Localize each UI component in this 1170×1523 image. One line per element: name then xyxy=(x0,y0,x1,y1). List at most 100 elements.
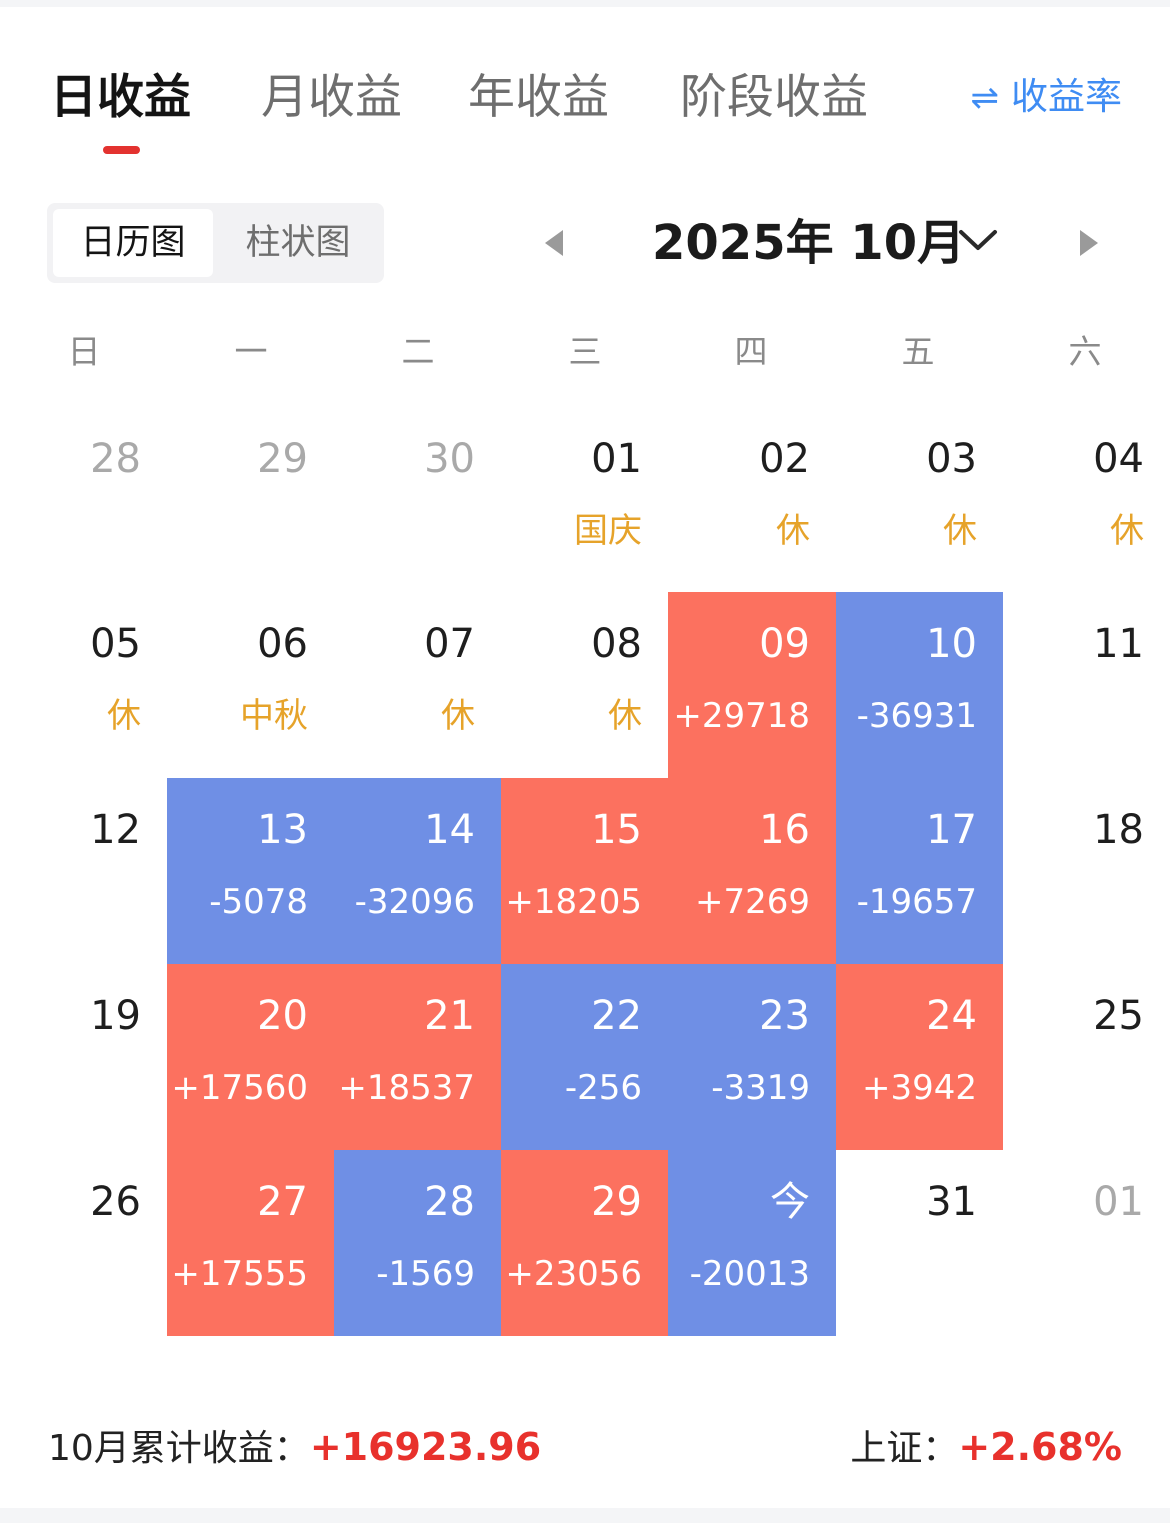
cumulative-returns-label: 10月累计收益： xyxy=(48,1428,310,1469)
calendar-day-cell[interactable]: 31 xyxy=(836,1150,1003,1336)
day-number: 28 xyxy=(90,436,141,482)
weekday-label: 日 xyxy=(67,332,101,371)
calendar-day-cell[interactable]: 28 xyxy=(0,407,167,593)
prev-month-arrow-icon[interactable] xyxy=(533,220,573,266)
day-number: 16 xyxy=(759,807,810,853)
day-number: 12 xyxy=(90,807,141,853)
next-month-arrow-icon[interactable] xyxy=(1070,220,1110,266)
calendar-day-cell[interactable]: 12 xyxy=(0,778,167,964)
day-number: 29 xyxy=(591,1179,642,1225)
daily-pnl: +17560 xyxy=(171,1068,308,1108)
calendar-day-cell[interactable]: 13 -5078 xyxy=(167,778,334,964)
tab-period-returns[interactable]: 阶段收益 xyxy=(680,70,868,125)
tab-yearly-returns[interactable]: 年收益 xyxy=(468,70,609,125)
swap-arrows-icon: ⇌ xyxy=(970,78,1000,118)
calendar-day-cell[interactable]: 11 xyxy=(1003,592,1170,778)
daily-pnl: +23056 xyxy=(505,1254,642,1294)
tab-monthly-returns[interactable]: 月收益 xyxy=(261,70,402,125)
index-change: 上证：+2.68% xyxy=(850,1417,1122,1477)
day-number: 26 xyxy=(90,1179,141,1225)
holiday-note: 中秋 xyxy=(240,696,308,736)
calendar-day-cell[interactable]: 27 +17555 xyxy=(167,1150,334,1336)
day-number: 17 xyxy=(926,807,977,853)
day-number: 21 xyxy=(424,993,475,1039)
day-number: 25 xyxy=(1093,993,1144,1039)
calendar-day-cell[interactable]: 16 +7269 xyxy=(668,778,836,964)
daily-pnl: +7269 xyxy=(694,882,810,922)
view-switch: 日历图 柱状图 xyxy=(47,203,384,283)
day-number: 03 xyxy=(926,436,977,482)
weekday-label: 六 xyxy=(1068,332,1102,371)
calendar-day-cell[interactable]: 28 -1569 xyxy=(334,1150,501,1336)
month-title[interactable]: 2025年 10月 xyxy=(652,215,966,271)
daily-pnl: -19657 xyxy=(856,882,977,922)
day-number: 10 xyxy=(926,621,977,667)
calendar-day-cell[interactable]: 08 休 xyxy=(501,592,668,778)
holiday-note: 休 xyxy=(943,511,977,551)
calendar-day-cell[interactable]: 07 休 xyxy=(334,592,501,778)
index-change-value: +2.68% xyxy=(958,1425,1122,1469)
calendar-day-cell[interactable]: 20 +17560 xyxy=(167,964,334,1150)
day-number: 11 xyxy=(1093,621,1144,667)
calendar-day-cell[interactable]: 01 xyxy=(1003,1150,1170,1336)
rate-toggle-label: 收益率 xyxy=(1011,75,1122,118)
calendar-day-cell[interactable]: 29 xyxy=(167,407,334,593)
bar-view-button[interactable]: 柱状图 xyxy=(245,223,351,263)
calendar-day-cell[interactable]: 22 -256 xyxy=(501,964,668,1150)
weekday-label: 二 xyxy=(401,332,435,371)
calendar-day-cell[interactable]: 02 休 xyxy=(668,407,836,593)
weekday-label: 一 xyxy=(234,332,268,371)
calendar-day-cell[interactable]: 10 -36931 xyxy=(836,592,1003,778)
calendar-day-cell[interactable]: 09 +29718 xyxy=(668,592,836,778)
daily-pnl: -3319 xyxy=(711,1068,810,1108)
calendar-day-cell[interactable]: 29 +23056 xyxy=(501,1150,668,1336)
day-number: 02 xyxy=(759,436,810,482)
active-tab-indicator xyxy=(103,146,140,154)
day-number: 15 xyxy=(591,807,642,853)
calendar-day-cell[interactable]: 03 休 xyxy=(836,407,1003,593)
daily-pnl: -256 xyxy=(564,1068,642,1108)
holiday-note: 休 xyxy=(608,696,642,736)
calendar-day-cell[interactable]: 06 中秋 xyxy=(167,592,334,778)
calendar-day-cell[interactable]: 26 xyxy=(0,1150,167,1336)
holiday-note: 休 xyxy=(107,696,141,736)
daily-pnl: -32096 xyxy=(354,882,475,922)
daily-pnl: +3942 xyxy=(861,1068,977,1108)
chevron-down-icon[interactable] xyxy=(955,220,1001,260)
calendar-day-cell[interactable]: 04 休 xyxy=(1003,407,1170,593)
day-number: 今 xyxy=(770,1179,810,1225)
calendar-day-cell[interactable]: 18 xyxy=(1003,778,1170,964)
rate-toggle-button[interactable]: ⇌ 收益率 xyxy=(971,67,1123,127)
day-number: 24 xyxy=(926,993,977,1039)
calendar-day-cell[interactable]: 14 -32096 xyxy=(334,778,501,964)
day-number: 08 xyxy=(591,621,642,667)
daily-pnl: -5078 xyxy=(209,882,308,922)
calendar-day-cell[interactable]: 15 +18205 xyxy=(501,778,668,964)
holiday-note: 国庆 xyxy=(574,511,642,551)
day-number: 20 xyxy=(257,993,308,1039)
calendar-day-cell[interactable]: 25 xyxy=(1003,964,1170,1150)
calendar-day-cell[interactable]: 30 xyxy=(334,407,501,593)
day-number: 19 xyxy=(90,993,141,1039)
cumulative-returns: 10月累计收益：+16923.96 xyxy=(48,1417,541,1477)
day-number: 13 xyxy=(257,807,308,853)
returns-card: 日收益 月收益 年收益 阶段收益 ⇌ 收益率 日历图 柱状图 2025年 10月 … xyxy=(0,7,1170,1508)
calendar-view-button[interactable]: 日历图 xyxy=(53,209,213,277)
day-number: 29 xyxy=(257,436,308,482)
calendar-day-cell[interactable]: 今 -20013 xyxy=(668,1150,836,1336)
daily-pnl: +18205 xyxy=(505,882,642,922)
calendar-day-cell[interactable]: 17 -19657 xyxy=(836,778,1003,964)
calendar-day-cell[interactable]: 21 +18537 xyxy=(334,964,501,1150)
daily-pnl: +18537 xyxy=(338,1068,475,1108)
daily-pnl: +29718 xyxy=(673,696,810,736)
calendar-day-cell[interactable]: 24 +3942 xyxy=(836,964,1003,1150)
calendar-day-cell[interactable]: 05 休 xyxy=(0,592,167,778)
day-number: 06 xyxy=(257,621,308,667)
calendar-day-cell[interactable]: 23 -3319 xyxy=(668,964,836,1150)
day-number: 22 xyxy=(591,993,642,1039)
day-number: 28 xyxy=(424,1179,475,1225)
calendar-day-cell[interactable]: 01 国庆 xyxy=(501,407,668,593)
calendar-day-cell[interactable]: 19 xyxy=(0,964,167,1150)
day-number: 30 xyxy=(424,436,475,482)
tab-daily-returns[interactable]: 日收益 xyxy=(50,70,191,125)
